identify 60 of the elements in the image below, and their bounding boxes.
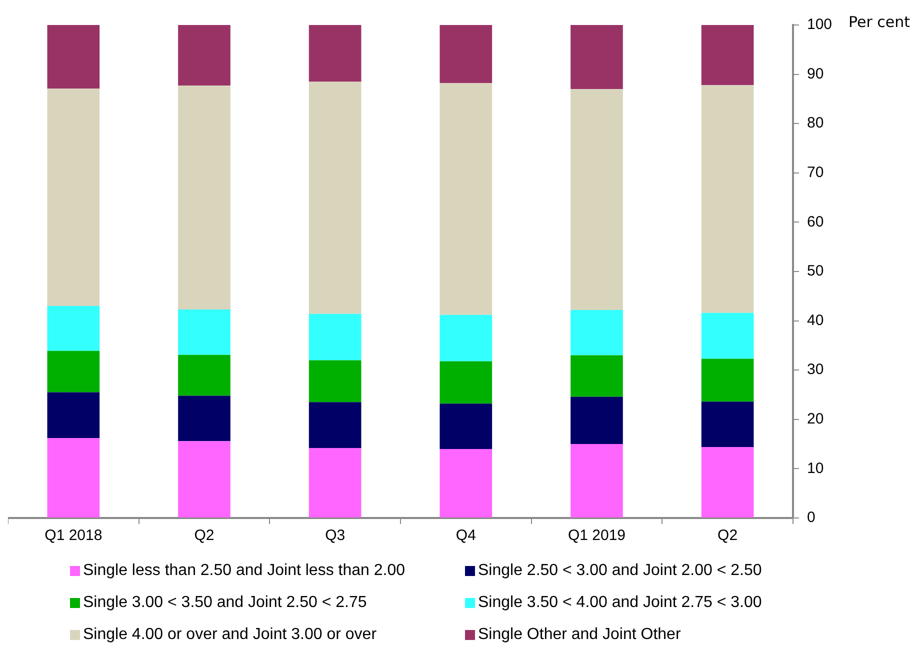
bar bbox=[570, 396, 623, 444]
bar bbox=[701, 85, 754, 313]
bar bbox=[701, 25, 754, 86]
y-tick-label: 70 bbox=[806, 164, 824, 182]
y-tick-label: 80 bbox=[806, 114, 824, 132]
y-tick-label: 20 bbox=[806, 410, 824, 428]
y-tick-label: 50 bbox=[806, 262, 824, 280]
y-tick-label: 30 bbox=[806, 361, 824, 378]
bar bbox=[178, 25, 230, 86]
legend-label: Single 4.00 or over and Joint 3.00 or over bbox=[83, 626, 377, 644]
bar bbox=[47, 306, 100, 351]
bar bbox=[440, 361, 492, 404]
y-tick-label: 0 bbox=[806, 509, 816, 526]
bar bbox=[47, 392, 100, 438]
bar bbox=[701, 402, 754, 448]
x-tick-label: Q4 bbox=[456, 527, 476, 544]
bar bbox=[570, 444, 623, 518]
y-tick-label: 90 bbox=[806, 65, 824, 82]
y-tick-label: 60 bbox=[806, 213, 824, 230]
bar bbox=[570, 355, 623, 397]
bar bbox=[178, 354, 230, 396]
legend-label: Single less than 2.50 and Joint less than 2.00 bbox=[83, 562, 405, 580]
bar bbox=[701, 358, 754, 402]
bar bbox=[178, 396, 230, 442]
x-tick-label: Q1 2019 bbox=[568, 527, 626, 544]
bar bbox=[440, 25, 492, 84]
legend-label: Single Other and Joint Other bbox=[478, 626, 681, 644]
bar bbox=[440, 83, 492, 315]
x-tick-label: Q2 bbox=[718, 527, 738, 544]
bar bbox=[47, 88, 100, 306]
y-tick-label: 10 bbox=[806, 460, 824, 477]
bar bbox=[701, 447, 754, 518]
bar bbox=[47, 350, 100, 392]
bar bbox=[308, 25, 362, 82]
bar bbox=[570, 25, 623, 90]
legend-label: Single 3.50 < 4.00 and Joint 2.75 < 3.00 bbox=[478, 594, 762, 612]
legend-label: Single 3.00 < 3.50 and Joint 2.50 < 2.75 bbox=[83, 594, 367, 612]
bar bbox=[178, 86, 230, 310]
bar bbox=[308, 82, 362, 314]
bar bbox=[308, 360, 362, 402]
bar bbox=[440, 314, 492, 362]
y-axis-title: Per cent bbox=[848, 12, 910, 31]
bar bbox=[47, 438, 100, 518]
y-tick-label: 40 bbox=[806, 312, 824, 329]
x-tick-label: Q1 2018 bbox=[44, 527, 102, 544]
bar bbox=[440, 404, 492, 449]
bar bbox=[308, 314, 362, 360]
bar bbox=[570, 89, 623, 310]
bar bbox=[178, 441, 230, 518]
x-tick-label: Q3 bbox=[325, 527, 346, 544]
x-tick-label: Q2 bbox=[194, 527, 214, 544]
y-tick-label: 100 bbox=[806, 16, 832, 34]
bar bbox=[440, 448, 492, 518]
bar bbox=[570, 310, 623, 356]
bar bbox=[47, 25, 100, 89]
bar bbox=[701, 312, 754, 359]
bar bbox=[308, 402, 362, 448]
bar bbox=[308, 448, 362, 518]
legend-label: Single 2.50 < 3.00 and Joint 2.00 < 2.50 bbox=[478, 562, 762, 580]
bar bbox=[178, 309, 230, 355]
